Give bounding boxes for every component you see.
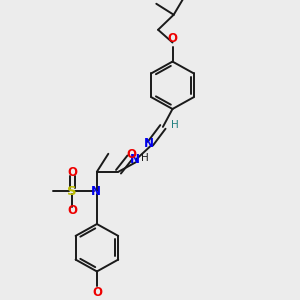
Text: N: N — [130, 153, 140, 167]
Text: H: H — [171, 121, 179, 130]
Text: N: N — [143, 137, 154, 151]
Text: O: O — [127, 148, 137, 161]
Text: O: O — [92, 286, 102, 299]
Text: O: O — [167, 32, 178, 45]
Text: N: N — [91, 185, 101, 198]
Text: O: O — [67, 204, 77, 217]
Text: O: O — [67, 166, 77, 178]
Text: H: H — [141, 153, 149, 163]
Text: S: S — [68, 185, 77, 198]
